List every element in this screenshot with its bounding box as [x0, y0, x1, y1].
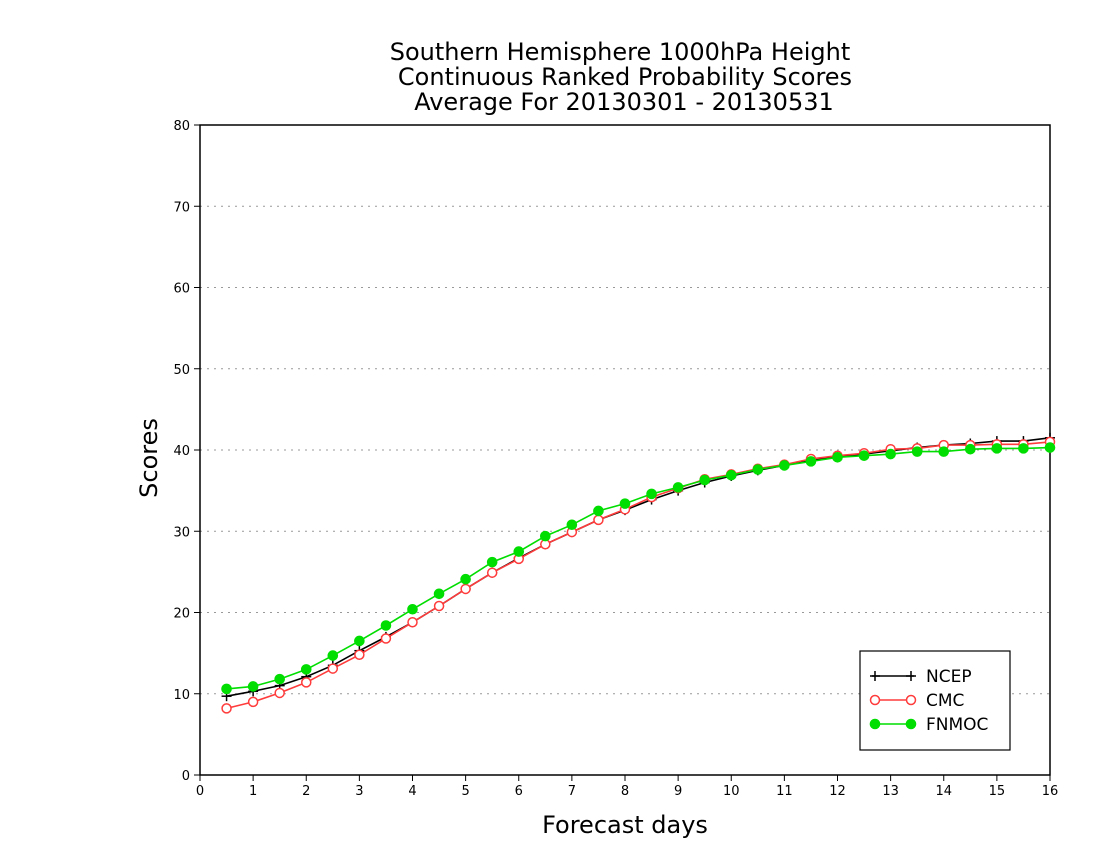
data-point-fnmoc-25 [885, 448, 896, 460]
x-tick-label-9: 9 [674, 784, 682, 799]
data-point-fnmoc-22 [805, 456, 817, 467]
y-tick-label-10: 10 [173, 688, 190, 703]
data-point-fnmoc-3 [300, 664, 312, 675]
data-point-fnmoc-27 [938, 446, 950, 457]
legend-marker-fnmoc-start [869, 718, 881, 730]
x-tick-label-15: 15 [989, 784, 1006, 799]
y-axis: 0 10 20 30 40 50 60 70 80 [173, 119, 200, 784]
x-tick-label-14: 14 [935, 784, 952, 799]
legend-item-ncep: NCEP [870, 667, 972, 687]
data-point-cmc-5 [354, 649, 365, 660]
data-point-cmc-7 [407, 617, 418, 628]
x-tick-label-16: 16 [1042, 784, 1059, 799]
y-tick-label-60: 60 [173, 282, 190, 297]
data-point-fnmoc-6 [380, 620, 392, 631]
data-point-fnmoc-14 [593, 505, 604, 517]
x-axis-label: Forecast days [542, 811, 708, 839]
x-tick-label-6: 6 [515, 784, 523, 799]
data-point-fnmoc-16 [646, 488, 657, 500]
data-point-cmc-4 [327, 663, 339, 674]
legend-marker-ncep-start [870, 671, 880, 681]
x-tick-label-1: 1 [249, 784, 257, 799]
data-point-fnmoc-17 [672, 482, 684, 493]
y-tick-label-70: 70 [173, 200, 190, 215]
x-tick-label-0: 0 [196, 784, 204, 799]
data-point-fnmoc-9 [460, 573, 471, 585]
data-point-fnmoc-26 [911, 446, 923, 457]
data-point-fnmoc-28 [965, 443, 976, 455]
data-point-fnmoc-2 [274, 673, 285, 685]
data-point-fnmoc-7 [407, 603, 418, 615]
legend-item-fnmoc: FNMOC [869, 715, 988, 735]
legend-marker-cmc-end [905, 694, 917, 706]
x-tick-label-11: 11 [776, 784, 793, 799]
data-point-fnmoc-18 [699, 474, 710, 486]
chart-title-line-2: Continuous Ranked Probability Scores [398, 63, 852, 91]
y-tick-label-30: 30 [173, 525, 190, 540]
legend: NCEP CMC FNMOC [859, 650, 1011, 751]
x-tick-label-8: 8 [621, 784, 629, 799]
data-point-fnmoc-29 [991, 443, 1003, 454]
y-tick-label-80: 80 [173, 119, 190, 134]
x-tick-label-7: 7 [568, 784, 576, 799]
data-point-fnmoc-13 [566, 519, 578, 531]
data-point-fnmoc-12 [540, 530, 551, 542]
legend-marker-cmc-start [869, 694, 881, 706]
legend-label-fnmoc: FNMOC [926, 715, 988, 735]
data-point-cmc-10 [486, 567, 498, 578]
data-point-cmc-0 [221, 703, 232, 714]
chart-title: Southern Hemisphere 1000hPa Height Conti… [390, 38, 852, 116]
data-point-fnmoc-5 [354, 635, 365, 647]
data-point-fnmoc-11 [513, 546, 525, 557]
data-point-fnmoc-1 [247, 681, 259, 692]
data-point-fnmoc-21 [779, 460, 790, 471]
data-point-cmc-9 [460, 583, 471, 595]
y-tick-label-50: 50 [173, 363, 190, 378]
gridlines [200, 205, 1050, 695]
data-point-fnmoc-30 [1018, 443, 1029, 454]
chart-title-line-1: Southern Hemisphere 1000hPa Height [390, 38, 850, 66]
x-tick-label-12: 12 [829, 784, 846, 799]
series-fnmoc [221, 442, 1056, 695]
legend-marker-fnmoc-end [905, 718, 917, 730]
data-point-fnmoc-8 [433, 588, 445, 600]
data-point-cmc-8 [433, 600, 445, 612]
data-point-fnmoc-20 [752, 464, 764, 475]
legend-label-ncep: NCEP [926, 667, 972, 687]
y-axis-label: Scores [135, 418, 163, 498]
legend-label-cmc: CMC [926, 691, 964, 711]
data-point-fnmoc-10 [486, 556, 498, 568]
y-tick-label-20: 20 [173, 607, 190, 622]
x-tick-label-3: 3 [355, 784, 363, 799]
data-point-cmc-14 [593, 514, 604, 526]
x-tick-label-4: 4 [408, 784, 416, 799]
x-tick-label-13: 13 [882, 784, 899, 799]
legend-item-cmc: CMC [869, 691, 964, 711]
data-point-cmc-2 [274, 687, 285, 699]
data-point-fnmoc-0 [221, 683, 232, 695]
data-point-fnmoc-23 [832, 452, 843, 463]
legend-marker-ncep-end [906, 671, 916, 681]
data-point-cmc-6 [380, 633, 392, 644]
data-point-cmc-3 [301, 677, 312, 688]
x-tick-label-5: 5 [461, 784, 469, 799]
data-point-fnmoc-31 [1044, 442, 1056, 453]
data-point-fnmoc-19 [725, 469, 737, 481]
data-point-fnmoc-15 [619, 498, 631, 509]
series-layer [221, 432, 1056, 714]
x-tick-label-10: 10 [723, 784, 740, 799]
x-tick-label-2: 2 [302, 784, 310, 799]
chart-title-line-3: Average For 20130301 - 20130531 [414, 88, 834, 116]
data-point-fnmoc-24 [858, 450, 870, 461]
y-tick-label-40: 40 [173, 444, 190, 459]
data-point-cmc-1 [247, 696, 259, 708]
y-tick-label-0: 0 [182, 769, 190, 784]
x-axis: 0 1 2 3 4 5 6 7 8 9 10 11 12 13 14 15 16 [196, 775, 1058, 799]
data-point-fnmoc-4 [327, 650, 339, 661]
